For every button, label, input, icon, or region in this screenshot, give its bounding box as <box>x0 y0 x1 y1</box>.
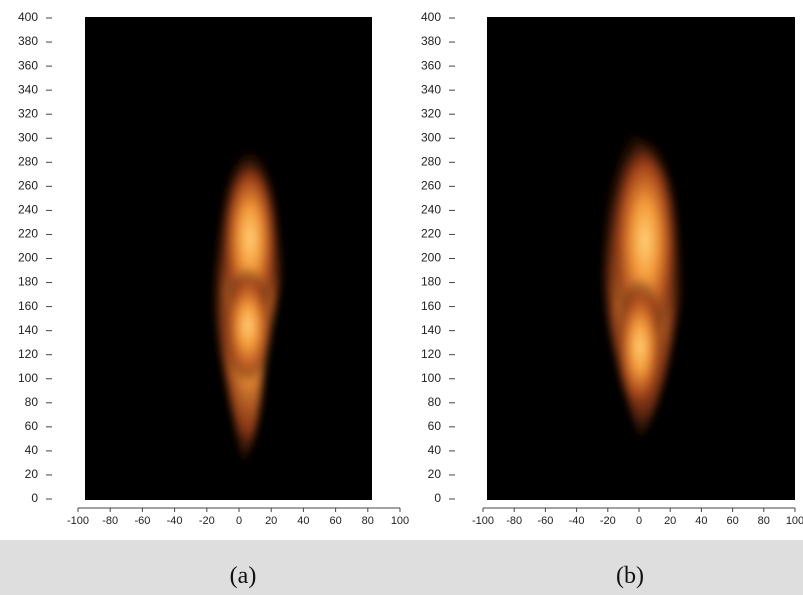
y-tick-label: 340 <box>18 82 38 96</box>
x-tick-label: 60 <box>329 515 341 527</box>
flame <box>210 121 288 466</box>
y-tick-label: 140 <box>18 323 38 337</box>
x-tick-label: -100 <box>67 515 89 527</box>
y-tick-label: 180 <box>421 275 441 289</box>
y-tick-label: 100 <box>421 371 441 385</box>
panel-caption: (a) <box>230 563 257 589</box>
x-tick-label: -60 <box>537 515 553 527</box>
y-tick-label: 180 <box>18 275 38 289</box>
y-tick-label: 320 <box>18 106 38 120</box>
y-tick-label: 280 <box>18 154 38 168</box>
y-tick-label: 340 <box>421 82 441 96</box>
x-tick-label: -20 <box>600 515 616 527</box>
y-tick-label: 80 <box>25 395 39 409</box>
y-tick-label: 320 <box>421 106 441 120</box>
x-tick-label: 100 <box>786 515 803 527</box>
x-tick-label: 40 <box>695 515 707 527</box>
x-tick-label: 100 <box>391 515 409 527</box>
x-tick-label: -20 <box>199 515 215 527</box>
x-tick-label: 20 <box>664 515 676 527</box>
x-tick-label: 0 <box>236 515 242 527</box>
y-tick-label: 300 <box>421 130 441 144</box>
x-tick-label: -40 <box>569 515 585 527</box>
x-tick-label: -80 <box>102 515 118 527</box>
x-tick-label: 40 <box>297 515 309 527</box>
y-tick-label: 400 <box>421 10 441 24</box>
x-tick-label: -80 <box>506 515 522 527</box>
y-tick-label: 380 <box>421 34 441 48</box>
panel-caption: (b) <box>616 563 644 589</box>
y-tick-label: 140 <box>421 323 441 337</box>
y-tick-label: 260 <box>18 179 38 193</box>
y-tick-label: 160 <box>18 299 38 313</box>
y-tick-label: 60 <box>428 419 442 433</box>
y-tick-label: 240 <box>18 203 38 217</box>
x-tick-label: 20 <box>265 515 277 527</box>
x-tick-label: -100 <box>472 515 494 527</box>
x-tick-label: 60 <box>726 515 738 527</box>
y-tick-label: 120 <box>18 347 38 361</box>
x-tick-label: -40 <box>167 515 183 527</box>
y-tick-label: 120 <box>421 347 441 361</box>
y-tick-label: 40 <box>25 443 39 457</box>
x-tick-label: 0 <box>636 515 642 527</box>
y-tick-label: 360 <box>18 58 38 72</box>
y-tick-label: 100 <box>18 371 38 385</box>
y-tick-label: 40 <box>428 443 442 457</box>
x-tick-label: 80 <box>362 515 374 527</box>
y-tick-label: 80 <box>428 395 442 409</box>
y-tick-label: 220 <box>18 227 38 241</box>
y-tick-label: 0 <box>31 491 38 505</box>
y-tick-label: 380 <box>18 34 38 48</box>
y-tick-label: 360 <box>421 58 441 72</box>
y-tick-label: 300 <box>18 130 38 144</box>
y-tick-label: 60 <box>25 419 39 433</box>
y-tick-label: 200 <box>18 251 38 265</box>
y-tick-label: 400 <box>18 10 38 24</box>
x-tick-label: 80 <box>758 515 770 527</box>
y-tick-label: 260 <box>421 179 441 193</box>
x-tick-label: -60 <box>134 515 150 527</box>
y-tick-label: 0 <box>434 491 441 505</box>
y-tick-label: 160 <box>421 299 441 313</box>
y-tick-label: 280 <box>421 154 441 168</box>
y-tick-label: 240 <box>421 203 441 217</box>
y-tick-label: 200 <box>421 251 441 265</box>
y-tick-label: 20 <box>428 467 442 481</box>
y-tick-label: 20 <box>25 467 39 481</box>
flame <box>597 100 686 440</box>
caption-band <box>0 540 803 595</box>
y-tick-label: 220 <box>421 227 441 241</box>
